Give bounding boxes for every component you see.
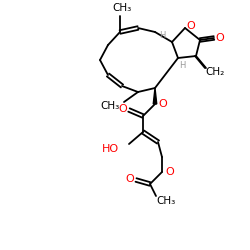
Text: H: H bbox=[159, 32, 165, 40]
Text: CH₃: CH₃ bbox=[156, 196, 176, 206]
Text: O: O bbox=[186, 21, 196, 31]
Text: O: O bbox=[166, 167, 174, 177]
Text: CH₃: CH₃ bbox=[100, 101, 120, 111]
Text: O: O bbox=[159, 99, 168, 109]
Text: H: H bbox=[179, 60, 185, 70]
Text: O: O bbox=[126, 174, 134, 184]
Text: CH₂: CH₂ bbox=[206, 67, 225, 77]
Text: O: O bbox=[216, 33, 224, 43]
Text: HO: HO bbox=[102, 144, 119, 154]
Text: CH₃: CH₃ bbox=[112, 3, 132, 13]
Polygon shape bbox=[153, 88, 157, 104]
Text: O: O bbox=[119, 104, 128, 114]
